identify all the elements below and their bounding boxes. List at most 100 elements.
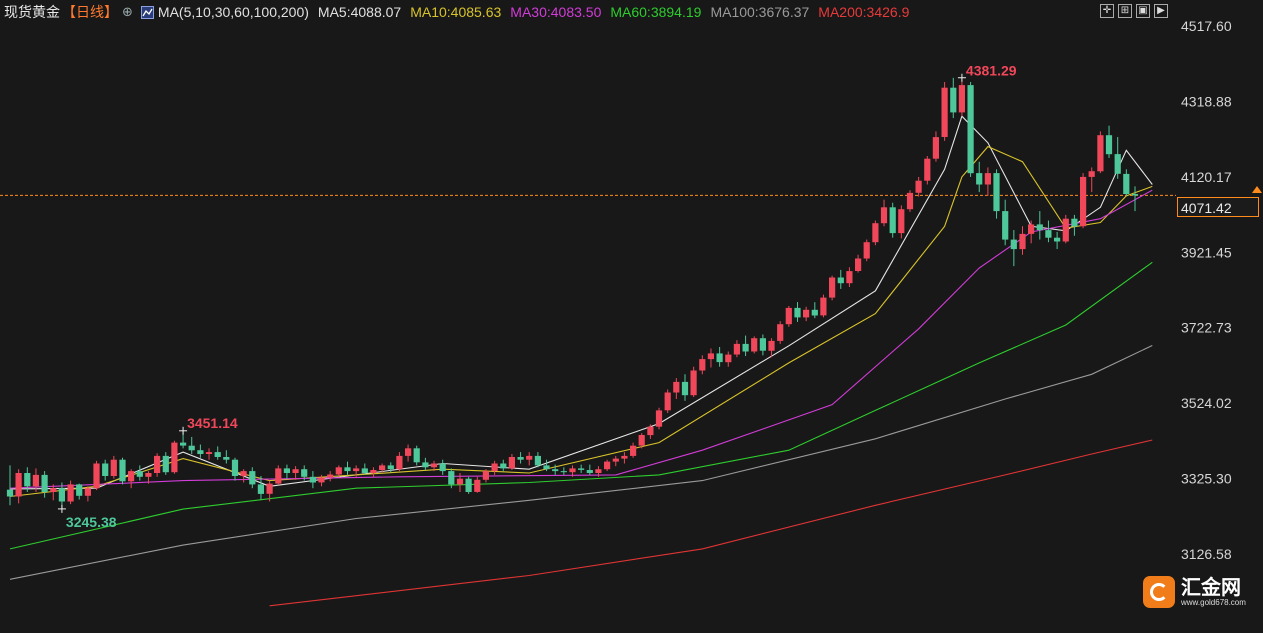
candle-body [586, 470, 593, 473]
candle-body [1036, 224, 1043, 231]
candle-body [820, 297, 827, 316]
candle-body [102, 463, 109, 476]
candle-body [413, 448, 420, 463]
play-icon[interactable]: ▶ [1154, 4, 1168, 18]
candle-body [699, 359, 706, 371]
candle-body [543, 465, 550, 470]
candle-body [924, 158, 931, 181]
candle-body [128, 471, 135, 482]
candle-body [387, 465, 394, 470]
candle-body [197, 450, 204, 454]
candle-body [612, 458, 619, 462]
candle-body [829, 277, 836, 298]
candle-body [301, 469, 308, 477]
candle-body [621, 455, 628, 459]
y-axis-label: 3126.58 [1181, 546, 1232, 562]
candle-body [526, 455, 533, 460]
candle-body [777, 324, 784, 341]
candle-body [214, 452, 221, 457]
candle-body [283, 468, 290, 473]
candle-body [145, 473, 152, 477]
ma100-value: MA100:3676.37 [710, 4, 810, 20]
candle-body [751, 338, 758, 352]
candle-body [898, 209, 905, 234]
candle-body [6, 489, 14, 497]
candle-body [673, 381, 680, 393]
candle-body [690, 370, 697, 396]
candle-body [1045, 230, 1052, 238]
y-axis-label: 3722.73 [1181, 320, 1232, 336]
candle-body [604, 461, 611, 470]
candle-body [456, 478, 464, 485]
layout-icon[interactable]: ⊞ [1118, 4, 1132, 18]
candle-body [119, 459, 126, 482]
plus-circle-icon[interactable]: ⊕ [122, 4, 133, 19]
candle-body [1071, 218, 1078, 227]
candle-body [67, 484, 74, 502]
candle-body [1010, 239, 1017, 250]
candle-body [1002, 211, 1009, 240]
candle-body [231, 459, 239, 476]
candle-body [759, 338, 766, 351]
candle-body [846, 271, 853, 284]
period-selector[interactable]: 【日线】 [62, 4, 118, 20]
gold678-logo-icon [1143, 576, 1175, 608]
symbol-title[interactable]: 现货黄金 [4, 4, 60, 20]
candle-body [508, 457, 515, 469]
candle-body [430, 463, 438, 468]
candle-body [162, 455, 169, 473]
candle-body [240, 471, 247, 476]
candle-body [950, 87, 957, 113]
candle-body [205, 452, 213, 454]
fullscreen-icon[interactable]: ▣ [1136, 4, 1150, 18]
candle-body [517, 457, 524, 460]
y-axis-label: 3325.30 [1181, 471, 1232, 487]
candle-body [318, 477, 325, 483]
candle-body [837, 277, 844, 284]
extreme-label: 3451.14 [187, 415, 238, 431]
candle-body [768, 340, 775, 351]
candle-body [915, 180, 922, 193]
candle-body [32, 474, 39, 487]
candle-body [889, 207, 896, 234]
candle-body [482, 471, 489, 480]
ma-params[interactable]: MA(5,10,30,60,100,200) [157, 4, 309, 20]
ma100-line [9, 345, 1153, 580]
ma30-line [9, 189, 1153, 489]
candle-body [257, 484, 264, 494]
candle-body [379, 465, 386, 470]
candle-body [448, 471, 455, 485]
candle-body [76, 484, 83, 496]
candle-body [292, 469, 299, 473]
candle-body [1105, 135, 1113, 155]
candle-body [630, 445, 637, 456]
candle-body [344, 467, 351, 472]
candle-body [785, 307, 792, 325]
candle-body [474, 479, 481, 492]
crosshair-icon[interactable]: ✛ [1100, 4, 1114, 18]
y-axis-label: 3524.02 [1181, 395, 1232, 411]
candle-body [569, 468, 576, 473]
candle-body [93, 463, 100, 489]
extreme-label: 4381.29 [966, 63, 1017, 79]
brand-watermark: 汇金网 www.gold678.com [1143, 576, 1246, 608]
candle-body [1131, 194, 1139, 196]
candle-body [803, 309, 810, 318]
candle-body [794, 307, 801, 318]
chart-header: 现货黄金 【日线】 ⊕ MA(5,10,30,60,100,200) MA5:4… [0, 0, 1176, 24]
candle-body [188, 445, 195, 451]
ma5-value: MA5:4088.07 [317, 4, 402, 20]
candle-body [855, 258, 862, 271]
indicator-icon[interactable] [140, 5, 154, 19]
ma60-value: MA60:3894.19 [610, 4, 702, 20]
current-price-tag: 4071.42 [1177, 197, 1259, 217]
candle-body [405, 448, 412, 456]
extreme-label: 3245.38 [66, 514, 117, 530]
price-arrow-icon [1252, 186, 1262, 193]
candle-body [335, 467, 342, 475]
candle-body [275, 468, 282, 484]
candle-body [500, 463, 507, 469]
candle-body [984, 173, 991, 185]
candle-body [578, 468, 585, 470]
